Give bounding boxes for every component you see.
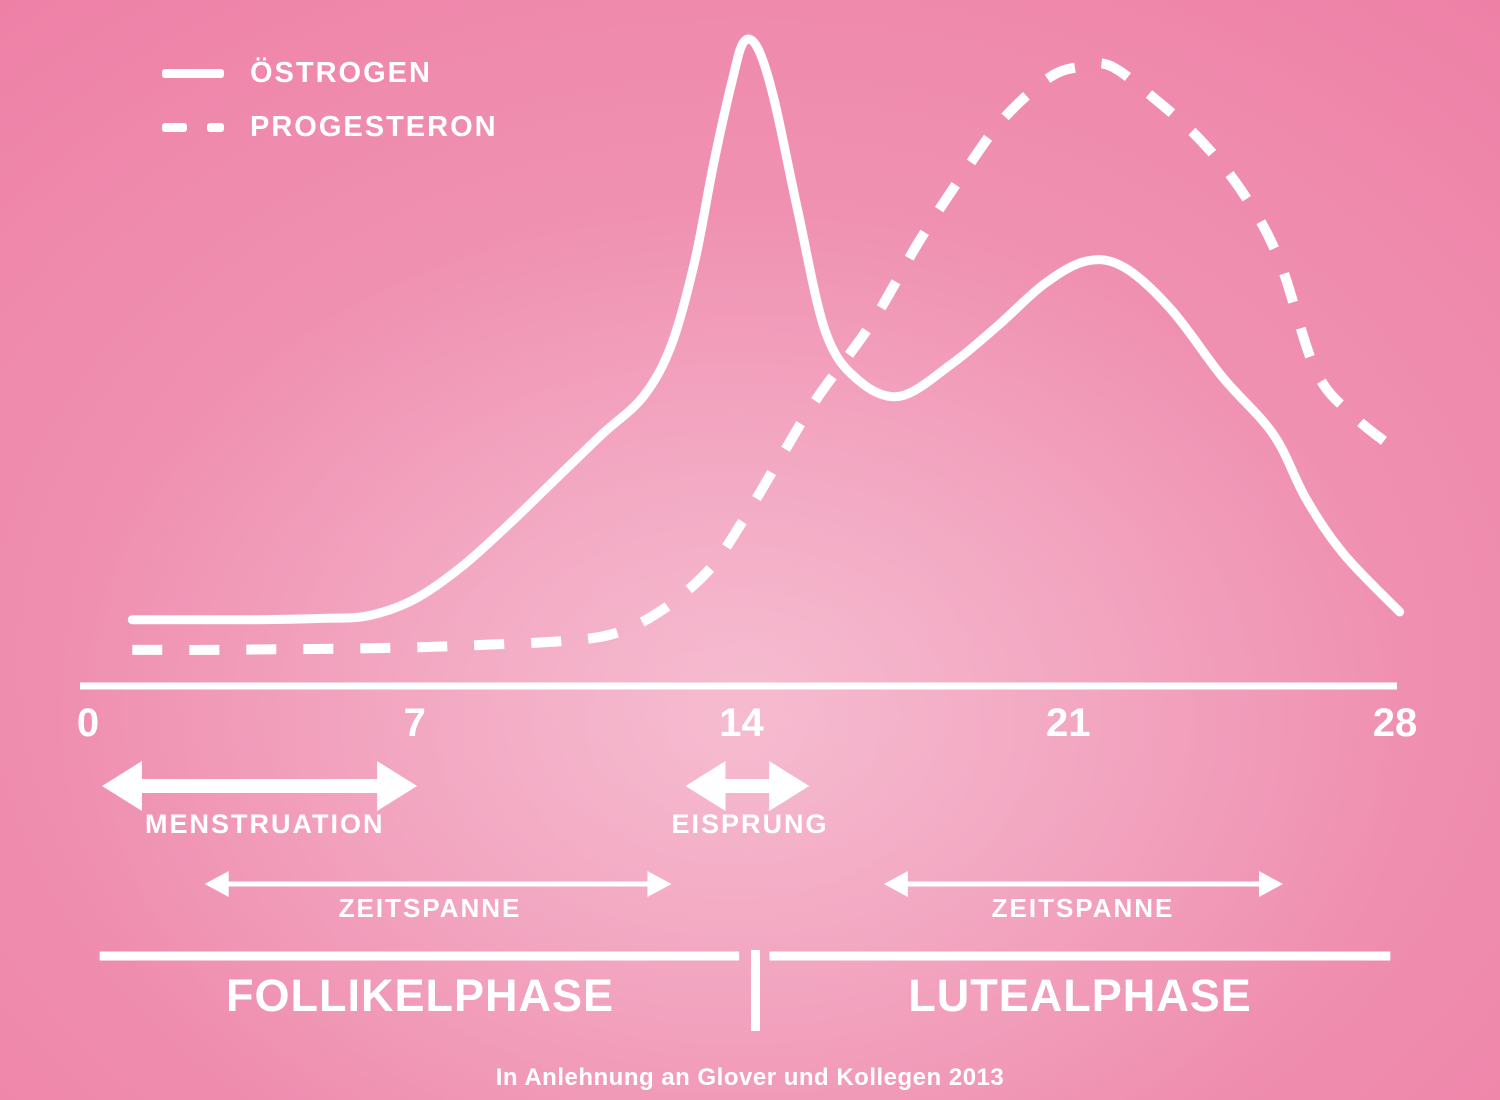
axis-tick-label: 0 — [76, 701, 100, 745]
progesterone-curve — [132, 58, 1401, 655]
eisprung-label: EISPRUNG — [671, 809, 829, 839]
menstruation-label: MENSTRUATION — [145, 809, 385, 839]
axis-tick-label: 7 — [403, 701, 426, 745]
source-attribution: In Anlehnung an Glover und Kollegen 2013 — [495, 1064, 1005, 1091]
lutealphase-title: LUTEALPHASE — [908, 970, 1252, 1021]
legend-label-estrogen: ÖSTROGEN — [250, 56, 432, 89]
zeitspanne-right-label: ZEITSPANNE — [991, 893, 1175, 923]
legend-item-estrogen: ÖSTROGEN — [162, 56, 498, 89]
legend-item-progesterone: PROGESTERON — [162, 110, 498, 143]
solid-line-swatch-icon — [162, 68, 224, 78]
zeitspanne-left-label: ZEITSPANNE — [338, 893, 522, 923]
legend: ÖSTROGEN PROGESTERON — [162, 56, 498, 166]
dashed-line-swatch-icon — [162, 122, 224, 132]
zeitspanne-left-range-arrow — [204, 871, 672, 897]
axis-tick-label: 28 — [1372, 701, 1418, 745]
legend-label-progesterone: PROGESTERON — [250, 110, 498, 143]
zeitspanne-right-range-arrow — [883, 871, 1283, 897]
eisprung-range-arrow — [685, 761, 810, 811]
estrogen-curve — [127, 34, 1405, 625]
axis-tick-label: 21 — [1046, 701, 1091, 745]
axis-tick-label: 14 — [719, 701, 764, 745]
follikelphase-title: FOLLIKELPHASE — [225, 970, 615, 1021]
menstruation-range-arrow — [102, 761, 418, 811]
